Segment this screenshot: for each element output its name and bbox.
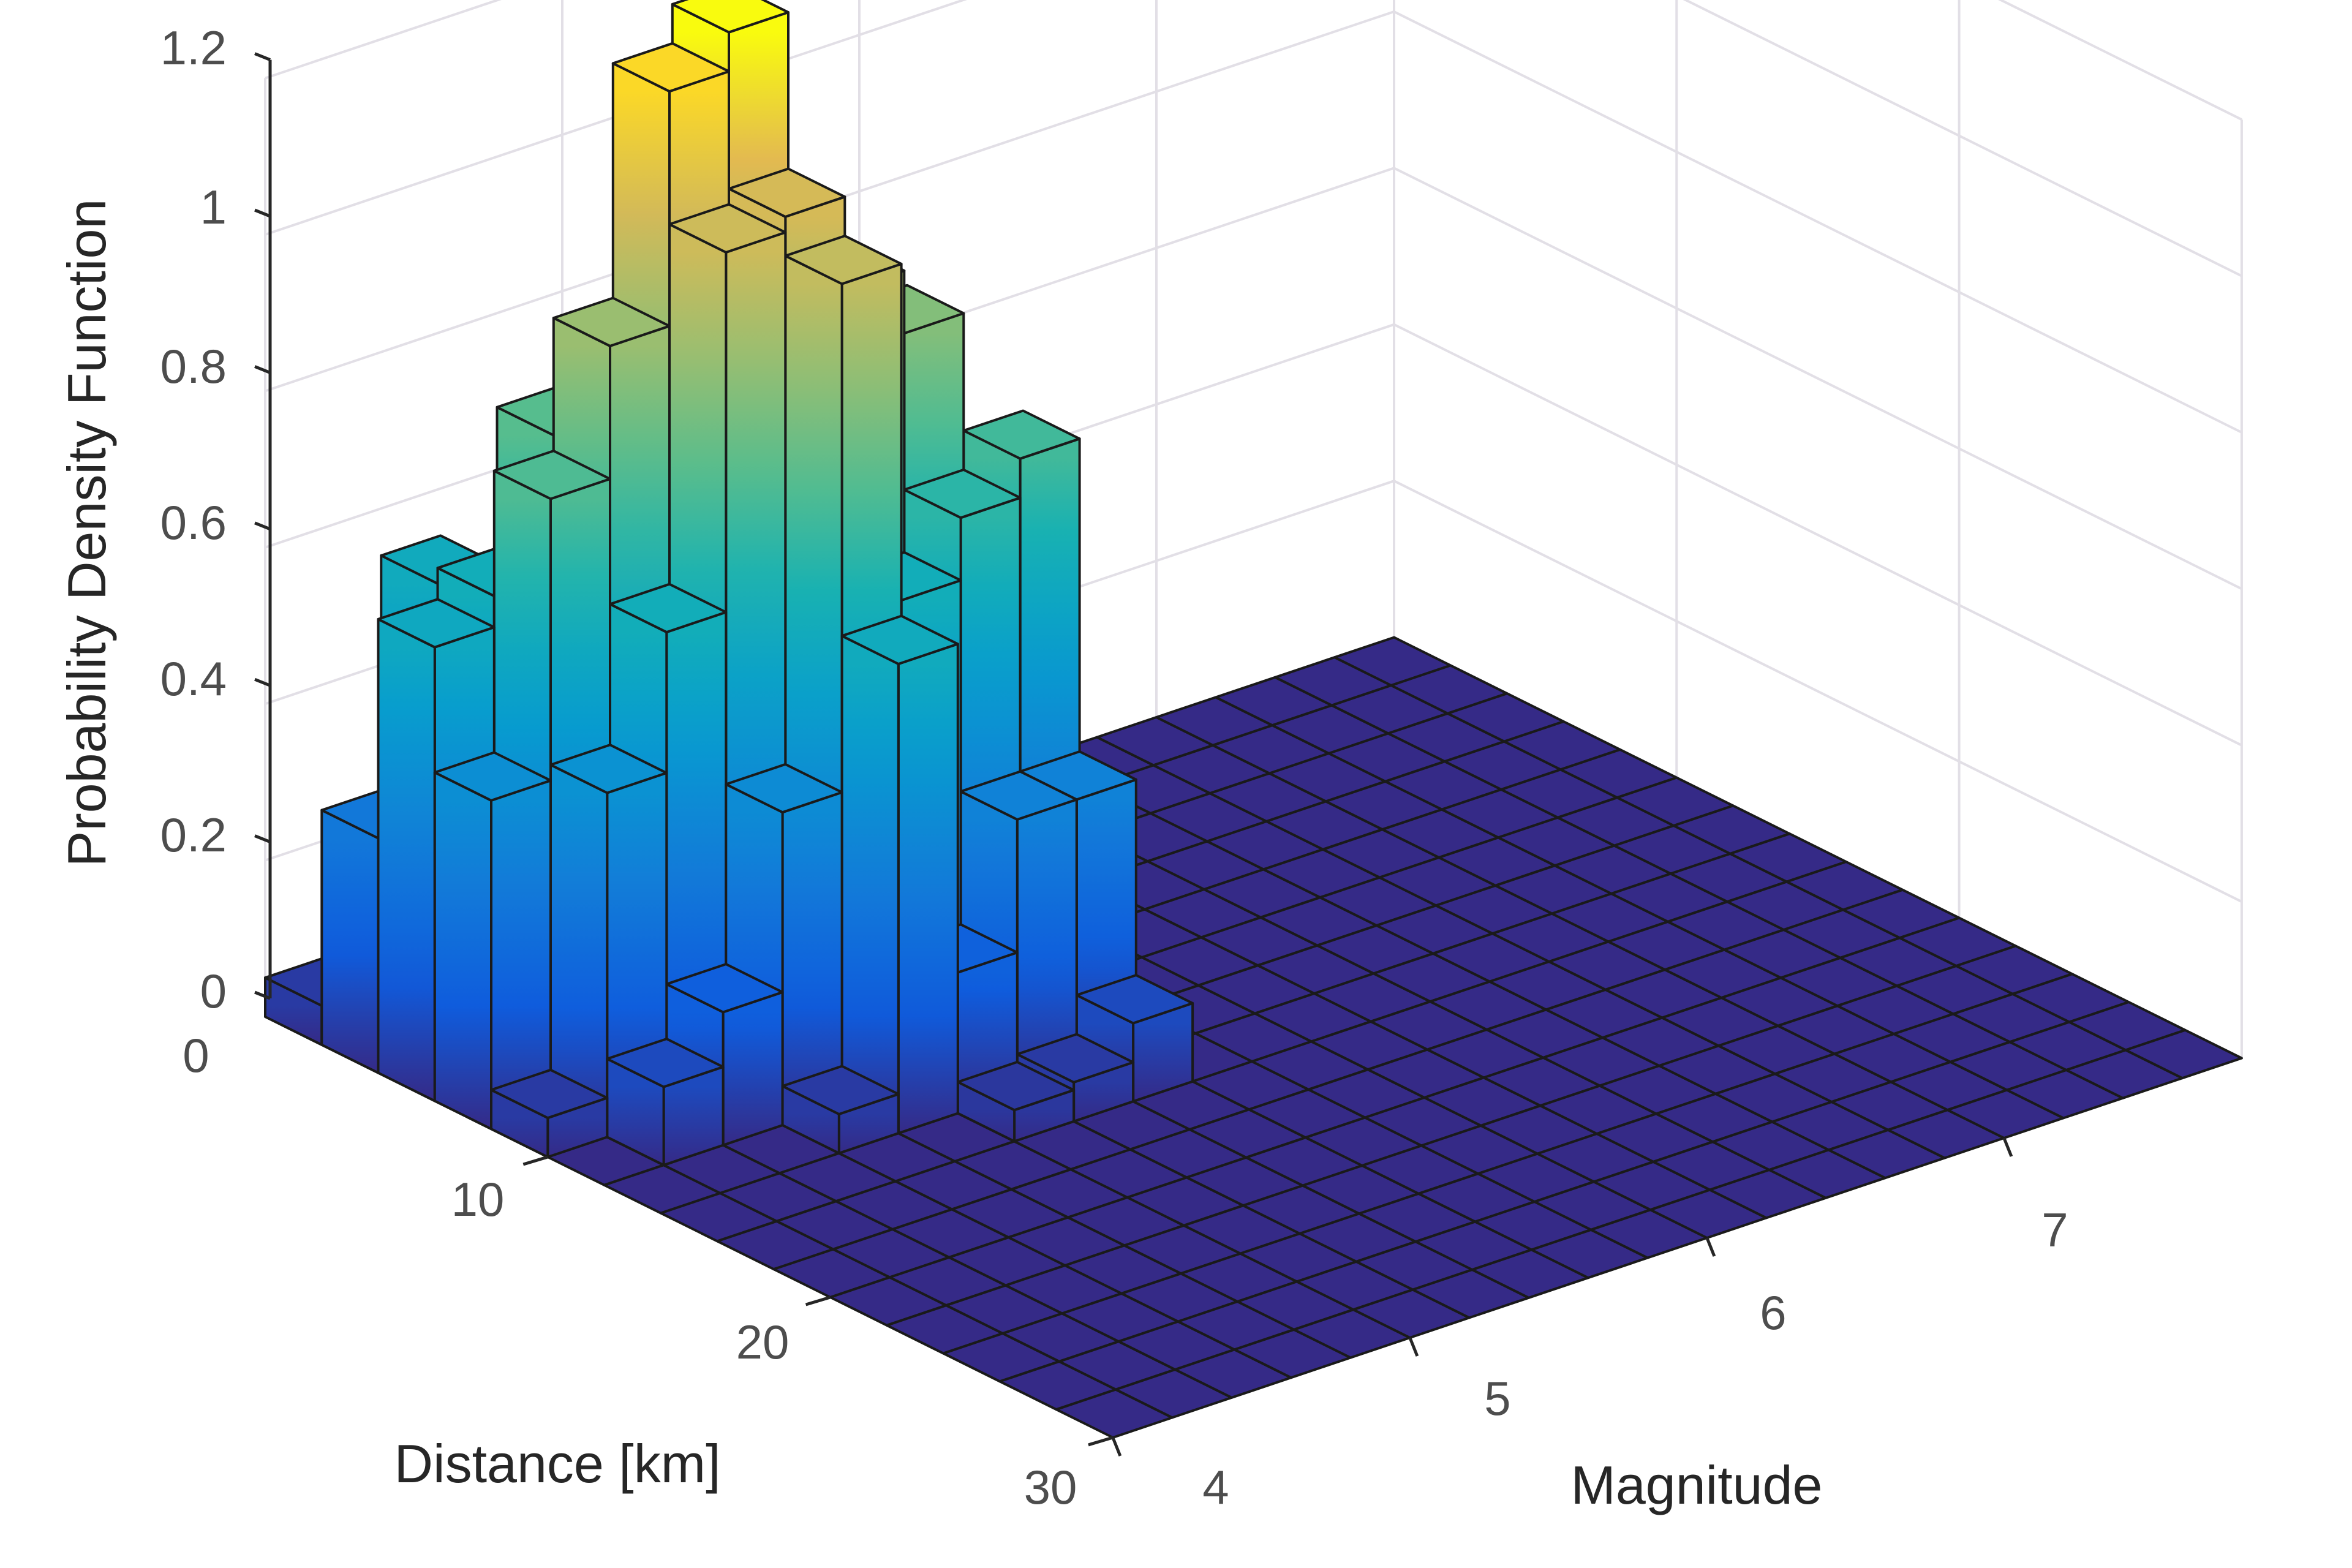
magnitude-tick-4: 4 — [1202, 1460, 1229, 1514]
distance-tick-20: 20 — [736, 1315, 790, 1369]
pdf-bar — [840, 614, 959, 1135]
magnitude-tick-6: 6 — [1760, 1286, 1786, 1340]
back-walls-grid — [264, 0, 2243, 1060]
magnitude-tick-7: 7 — [2041, 1203, 2068, 1257]
z-tick-labels: 0 0.2 0.4 0.6 0.8 1 1.2 — [160, 21, 227, 1018]
pdf-bar — [956, 1060, 1076, 1143]
pdf-bar — [433, 751, 552, 1131]
z-tick-0.8: 0.8 — [160, 339, 227, 393]
magnitude-tick-5: 5 — [1484, 1371, 1510, 1425]
pdf-bar — [490, 1068, 609, 1158]
z-axis-label: Probability Density Function — [56, 199, 117, 867]
distance-tick-labels: 0 10 20 30 — [183, 1028, 1077, 1514]
z-tick-0.4: 0.4 — [160, 652, 227, 706]
pdf-bar — [781, 1065, 900, 1155]
distance-tick-0: 0 — [183, 1028, 209, 1082]
z-tick-0.6: 0.6 — [160, 496, 227, 549]
magnitude-axis-label: Magnitude — [1571, 1455, 1823, 1515]
axes — [254, 52, 2013, 1457]
z-tick-0.2: 0.2 — [160, 808, 227, 862]
distance-tick-30: 30 — [1024, 1460, 1077, 1514]
z-tick-1.2: 1.2 — [160, 21, 227, 75]
z-tick-1: 1 — [200, 180, 227, 234]
magnitude-tick-labels: 4 5 6 7 — [1202, 1203, 2068, 1514]
z-tick-0: 0 — [200, 964, 227, 1018]
bars — [264, 0, 1194, 1167]
pdf-bar — [606, 1038, 725, 1167]
floor-cell — [2124, 1028, 2243, 1080]
distance-axis-label: Distance [km] — [394, 1433, 720, 1494]
distance-tick-10: 10 — [451, 1172, 505, 1226]
